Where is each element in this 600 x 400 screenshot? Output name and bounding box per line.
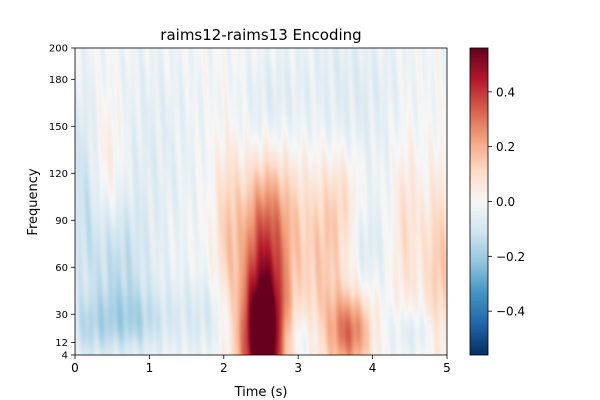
colorbar: −0.4 −0.2 0.0 0.2 0.4 (469, 47, 525, 356)
y-axis: 4 12 30 60 90 120 150 180 200 (49, 44, 75, 362)
colorbar-gradient (470, 48, 488, 355)
y-tick-label: 60 (55, 263, 68, 274)
x-tick-label: 5 (443, 361, 451, 375)
y-tick-label: 4 (62, 351, 68, 362)
colorbar-tick-label: 0.0 (496, 195, 515, 209)
colorbar-ticks: −0.4 −0.2 0.0 0.2 0.4 (488, 85, 525, 319)
x-tick-label: 4 (369, 361, 377, 375)
y-tick-label: 90 (55, 216, 68, 227)
y-tick-label: 30 (55, 310, 68, 321)
y-tick-label: 200 (49, 44, 68, 55)
x-tick-label: 3 (294, 361, 302, 375)
y-tick-label: 120 (49, 169, 68, 180)
colorbar-tick-label: −0.4 (496, 305, 525, 319)
colorbar-tick-label: −0.2 (496, 250, 525, 264)
heatmap-plot (74, 47, 448, 356)
y-tick-label: 150 (49, 122, 68, 133)
x-tick-label: 1 (146, 361, 154, 375)
colorbar-tick-label: 0.2 (496, 140, 515, 154)
chart-title: raims12-raims13 Encoding (160, 26, 361, 44)
x-tick-label: 0 (71, 361, 79, 375)
colorbar-tick-label: 0.4 (496, 85, 515, 99)
x-tick-label: 2 (220, 361, 228, 375)
plot-frame (74, 47, 448, 356)
y-axis-label: Frequency (26, 168, 41, 235)
x-axis: 0 1 2 3 4 5 (71, 355, 451, 375)
y-tick-label: 12 (55, 338, 68, 349)
y-tick-label: 180 (49, 75, 68, 86)
x-axis-label: Time (s) (234, 385, 288, 400)
heatmap-canvas (75, 48, 447, 355)
